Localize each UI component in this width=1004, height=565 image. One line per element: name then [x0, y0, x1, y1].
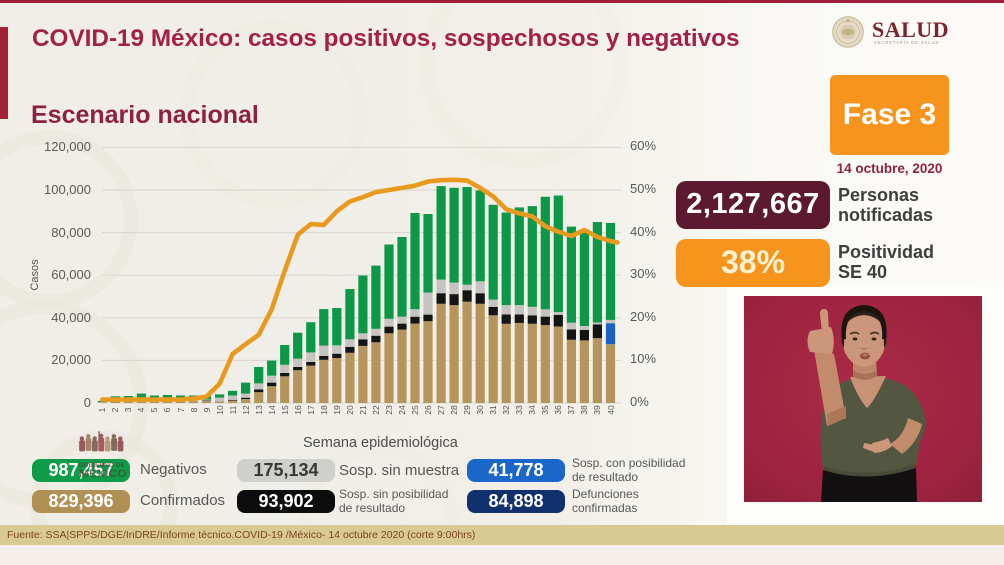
- svg-text:GOBIERNO DE: GOBIERNO DE: [78, 462, 125, 469]
- svg-text:MÉXICO: MÉXICO: [79, 467, 127, 479]
